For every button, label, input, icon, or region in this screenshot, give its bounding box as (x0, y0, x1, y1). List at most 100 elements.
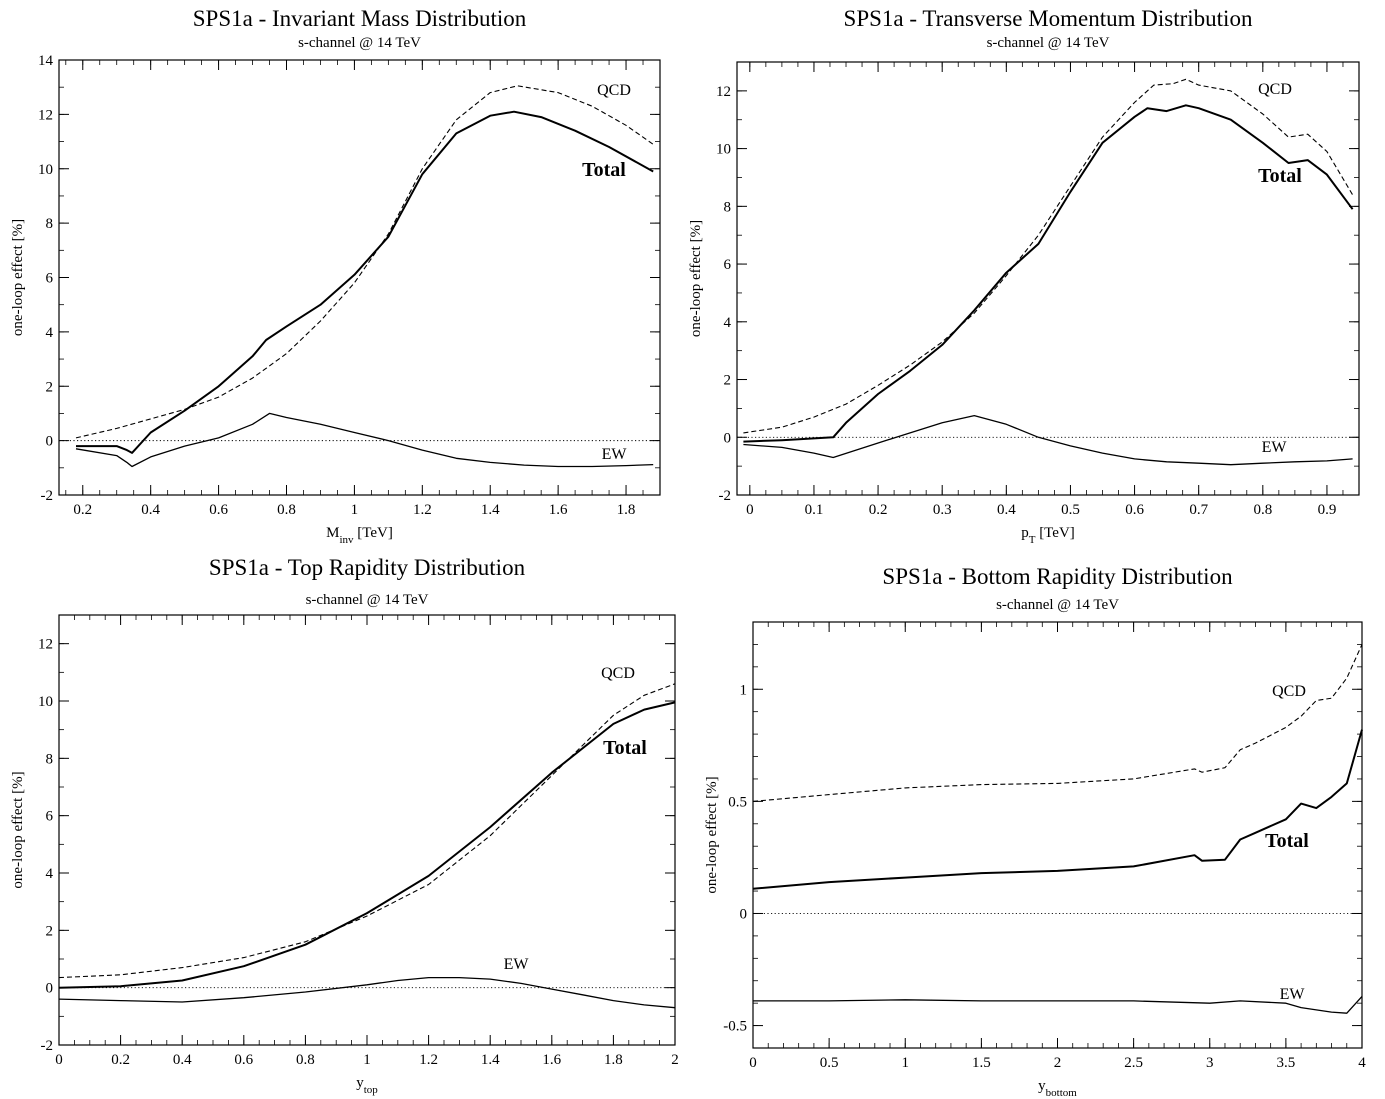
y-tick-label: 8 (724, 199, 732, 215)
chart-title: SPS1a - Invariant Mass Distribution (193, 6, 527, 31)
y-tick-label: 0.5 (728, 794, 747, 810)
x-tick-label: 0.3 (933, 502, 952, 518)
y-tick-label: 4 (724, 315, 732, 331)
x-tick-label: 0 (746, 502, 754, 518)
series-line-total (743, 104, 1354, 443)
x-tick-label: 0 (749, 1055, 757, 1071)
y-tick-label: 6 (724, 257, 732, 273)
y-tick-label: -0.5 (723, 1019, 747, 1035)
plot-frame (736, 61, 1360, 496)
chart-title: SPS1a - Bottom Rapidity Distribution (882, 564, 1233, 589)
x-tick-label: 0.4 (173, 1052, 192, 1068)
series-line-qcd (743, 78, 1354, 434)
label-qcd: QCD (597, 82, 631, 99)
x-tick-label: 0.2 (869, 502, 888, 518)
y-tick-label: 1 (740, 682, 748, 698)
y-tick-label: 6 (46, 809, 54, 825)
series-line-ew (58, 976, 676, 1009)
x-tick-label: 1.8 (604, 1052, 623, 1068)
y-tick-label: -2 (719, 488, 732, 504)
series-line-qcd (752, 644, 1363, 802)
y-tick-label: 2 (46, 923, 54, 939)
x-axis-label: pT [TeV] (1021, 525, 1075, 546)
y-tick-label: -2 (41, 1038, 54, 1054)
x-tick-label: 1.6 (549, 502, 568, 518)
y-tick-label: 2 (46, 379, 54, 395)
y-tick-label: -2 (41, 488, 54, 504)
y-axis-label: one-loop effect [%] (10, 219, 26, 336)
x-tick-label: 0.8 (277, 502, 296, 518)
series-line-qcd (58, 683, 676, 979)
y-tick-label: 6 (46, 271, 54, 287)
y-tick-label: 0 (46, 981, 54, 997)
chart-title: SPS1a - Top Rapidity Distribution (209, 555, 526, 580)
x-tick-label: 1.4 (481, 502, 500, 518)
chart-subtitle: s-channel @ 14 TeV (987, 35, 1110, 51)
label-ew: EW (1262, 439, 1288, 456)
x-tick-label: 1.4 (481, 1052, 500, 1068)
chart-subtitle: s-channel @ 14 TeV (298, 35, 421, 51)
x-tick-label: 0.6 (209, 502, 228, 518)
chart-subtitle: s-channel @ 14 TeV (306, 592, 429, 608)
series-line-qcd (75, 85, 654, 439)
y-tick-label: 2 (724, 373, 732, 389)
chart-3: SPS1a - Top Rapidity Distribution s-chann… (10, 555, 679, 1096)
x-tick-label: 1 (363, 1052, 371, 1068)
y-tick-label: 12 (38, 107, 53, 123)
series-line-ew (75, 412, 654, 468)
x-tick-label: 1.5 (972, 1055, 991, 1071)
x-tick-label: 3.5 (1277, 1055, 1296, 1071)
y-tick-label: 10 (38, 694, 53, 710)
label-total: Total (603, 737, 647, 759)
chart-4: SPS1a - Bottom Rapidity Distribution s-ch… (704, 564, 1366, 1099)
x-tick-label: 0.7 (1189, 502, 1208, 518)
y-tick-label: 0 (740, 906, 748, 922)
chart-title: SPS1a - Transverse Momentum Distribution (844, 6, 1253, 31)
plot-frame (58, 614, 676, 1046)
y-tick-label: 8 (46, 216, 54, 232)
y-tick-label: 0 (724, 430, 732, 446)
y-tick-label: 14 (38, 53, 54, 69)
x-axis-label: Minv [TeV] (326, 525, 393, 546)
x-tick-label: 0.5 (1061, 502, 1080, 518)
x-tick-label: 0.4 (997, 502, 1016, 518)
x-tick-label: 0.2 (73, 502, 92, 518)
chart-subtitle: s-channel @ 14 TeV (996, 597, 1119, 613)
series-line-ew (743, 414, 1353, 466)
y-tick-label: 10 (716, 142, 731, 158)
series-line-total (76, 110, 654, 454)
x-tick-label: 1 (902, 1055, 910, 1071)
x-tick-label: 0.2 (111, 1052, 130, 1068)
y-tick-label: 8 (46, 751, 54, 767)
x-tick-label: 2 (1054, 1055, 1062, 1071)
x-tick-label: 1.6 (542, 1052, 561, 1068)
label-qcd: QCD (1272, 683, 1306, 700)
x-tick-label: 2.5 (1124, 1055, 1143, 1071)
series-line-total (752, 729, 1363, 890)
x-tick-label: 0.5 (820, 1055, 839, 1071)
label-qcd: QCD (1258, 81, 1292, 98)
label-ew: EW (602, 446, 628, 463)
chart-1: SPS1a - Invariant Mass Distribution s-cha… (10, 6, 661, 546)
label-ew: EW (1280, 986, 1306, 1003)
x-tick-label: 0 (55, 1052, 63, 1068)
plot-frame (58, 59, 661, 496)
x-tick-label: 0.8 (296, 1052, 315, 1068)
y-tick-label: 10 (38, 162, 53, 178)
label-ew: EW (504, 956, 530, 973)
y-tick-label: 4 (46, 325, 54, 341)
x-tick-label: 1.2 (419, 1052, 438, 1068)
chart-2: SPS1a - Transverse Momentum Distribution… (688, 6, 1360, 546)
x-tick-label: 1.2 (413, 502, 432, 518)
label-qcd: QCD (601, 665, 635, 682)
x-tick-label: 2 (671, 1052, 679, 1068)
x-tick-label: 0.8 (1253, 502, 1272, 518)
x-tick-label: 3 (1206, 1055, 1214, 1071)
label-total: Total (1265, 830, 1309, 852)
x-tick-label: 1.8 (617, 502, 636, 518)
x-tick-label: 0.6 (1125, 502, 1144, 518)
y-tick-label: 4 (46, 866, 54, 882)
x-tick-label: 0.4 (141, 502, 160, 518)
x-tick-label: 4 (1358, 1055, 1366, 1071)
